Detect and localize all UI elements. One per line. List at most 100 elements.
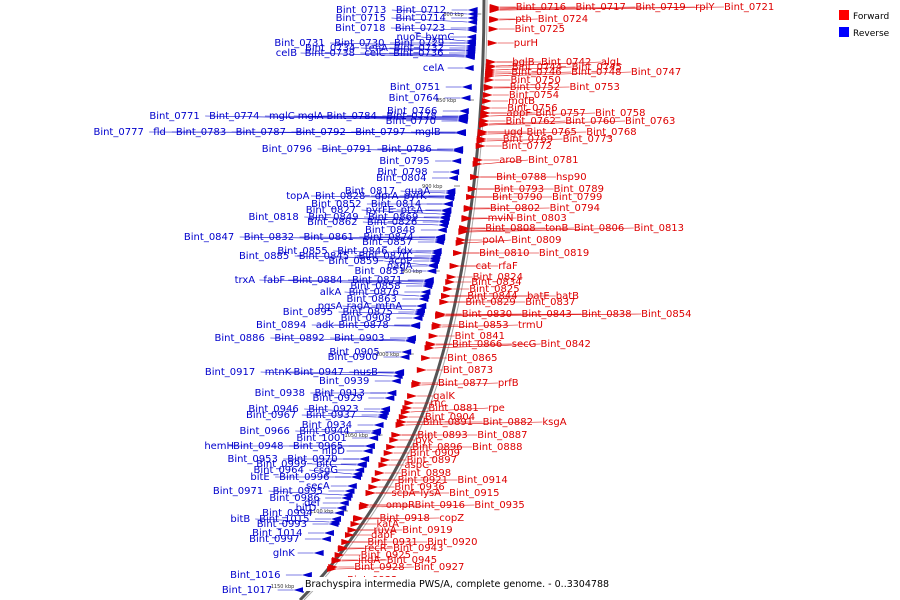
reverse-gene-label: Bint_0848 (365, 225, 415, 236)
reverse-gene-glyph (328, 521, 339, 527)
forward-gene-label: Bint_0865 (447, 353, 497, 364)
forward-gene-label: Bint_0799 (552, 192, 602, 203)
reverse-gene-glyph (390, 378, 401, 384)
forward-gene-glyph (481, 105, 492, 111)
forward-gene-leader (465, 239, 512, 244)
reverse-gene-glyph (466, 27, 477, 33)
reverse-gene-glyph (356, 462, 367, 468)
forward-gene-glyph (350, 521, 361, 527)
forward-gene-label: Bint_0931 (367, 537, 417, 548)
reverse-gene-label: bitD (296, 503, 317, 514)
forward-gene-label: Bint_0915 (449, 488, 499, 499)
reverse-gene-glyph (412, 315, 423, 321)
forward-gene-label: Bint_0754 (509, 90, 559, 101)
forward-gene-label: Bint_0809 (511, 235, 561, 246)
reverse-gene-label: Bint_0894 (256, 320, 306, 331)
forward-gene-glyph (478, 122, 489, 128)
forward-gene-label: purH (514, 38, 538, 49)
reverse-gene-leader (360, 52, 465, 57)
reverse-gene-glyph (460, 95, 471, 101)
forward-gene-glyph (453, 250, 464, 256)
reverse-gene-glyph (449, 169, 460, 175)
reverse-gene-leader (360, 47, 466, 52)
reverse-gene-glyph (433, 239, 444, 245)
reverse-gene-label: Bint_0766 (387, 106, 437, 117)
reverse-gene-glyph (320, 536, 331, 542)
reverse-gene-label: Bint_0783 (176, 127, 226, 138)
reverse-gene-label: Bint_0964 (254, 465, 304, 476)
forward-gene-leader (495, 71, 572, 75)
reverse-gene-glyph (443, 195, 454, 201)
forward-gene-glyph (365, 490, 376, 496)
forward-gene-label: Bint_0725 (515, 24, 565, 35)
reverse-gene-label: Bint_0971 (213, 486, 263, 497)
reverse-gene-label: Bint_0731 (274, 38, 324, 49)
reverse-gene-label: Bint_0826 (367, 217, 417, 228)
reverse-gene-label: Bint_0817 (345, 186, 395, 197)
forward-gene-label: bglB (512, 57, 534, 68)
forward-gene-label: lysA (420, 488, 441, 499)
forward-gene-glyph (416, 367, 427, 373)
reverse-gene-glyph (452, 148, 463, 154)
forward-gene-leader (469, 227, 546, 230)
reverse-gene-glyph (370, 430, 381, 436)
forward-gene-glyph (435, 313, 446, 319)
genome-backbone-arc (298, 0, 486, 600)
forward-gene-label: Bint_0935 (474, 500, 524, 511)
reverse-strand-genes: Bint_0712Bint_0713Bint_0714Bint_0715Bint… (93, 5, 478, 596)
reverse-gene-label: Bint_0859 (328, 256, 378, 267)
forward-gene-glyph (446, 274, 457, 280)
reverse-gene-glyph (463, 65, 474, 71)
reverse-gene-glyph (447, 175, 458, 181)
forward-gene-label: copZ (439, 513, 464, 524)
reverse-gene-label: Bint_1016 (230, 570, 280, 581)
reverse-gene-label: Bint_0996 (279, 472, 329, 483)
forward-gene-label: Bint_0724 (538, 14, 588, 25)
reverse-gene-label: Bint_0855 (277, 246, 327, 257)
forward-gene-glyph (331, 558, 342, 564)
reverse-gene-label: pyrFE (366, 205, 394, 216)
reverse-gene-label: Bint_0818 (248, 212, 298, 223)
reverse-gene-label: Bint_0851 (355, 266, 405, 277)
forward-gene-glyph (480, 113, 491, 119)
reverse-gene-leader (330, 337, 406, 341)
reverse-gene-glyph (409, 323, 420, 329)
forward-gene-label: Bint_0748 (571, 67, 621, 78)
reverse-gene-leader (149, 131, 456, 134)
reverse-gene-glyph (336, 505, 347, 511)
forward-gene-leader (499, 6, 636, 10)
kbp-tick-label: 1050 kbp (345, 433, 369, 439)
reverse-gene-label: Bint_0827 (306, 205, 356, 216)
forward-gene-label: Bint_0772 (502, 141, 552, 152)
forward-gene-label: Bint_0829 (465, 297, 515, 308)
forward-gene-glyph (477, 131, 488, 137)
forward-gene-glyph (368, 484, 379, 490)
forward-gene-leader (362, 517, 440, 520)
forward-gene-glyph (475, 143, 486, 149)
reverse-gene-label: Bint_0997 (249, 534, 299, 545)
forward-gene-label: Bint_0744 (512, 62, 562, 73)
reverse-gene-label: Bint_0777 (93, 127, 143, 138)
forward-gene-label: Bint_0793 (494, 184, 544, 195)
reverse-gene-glyph (386, 390, 397, 396)
reverse-gene-label: Bint_0771 (149, 111, 199, 122)
forward-gene-glyph (358, 504, 369, 510)
reverse-gene-label: Bint_0770 (386, 116, 436, 127)
forward-gene-leader (495, 66, 572, 71)
reverse-gene-glyph (426, 268, 437, 274)
forward-gene-label: scpA (392, 488, 416, 499)
reverse-gene-label: Bint_0953 (227, 454, 277, 465)
forward-gene-label: Bint_0898 (401, 468, 451, 479)
forward-gene-label: Bint_0803 (516, 213, 566, 224)
reverse-gene-leader (354, 255, 430, 259)
reverse-gene-glyph (451, 158, 462, 164)
forward-gene-label: Bint_0747 (631, 67, 681, 78)
forward-gene-label: batE (527, 291, 550, 302)
forward-gene-label: Bint_0921 (398, 475, 448, 486)
forward-gene-glyph (439, 299, 450, 305)
forward-gene-label: polA (482, 235, 504, 246)
reverse-gene-leader (310, 195, 444, 199)
forward-gene-glyph (455, 240, 466, 246)
forward-gene-glyph (484, 73, 495, 79)
